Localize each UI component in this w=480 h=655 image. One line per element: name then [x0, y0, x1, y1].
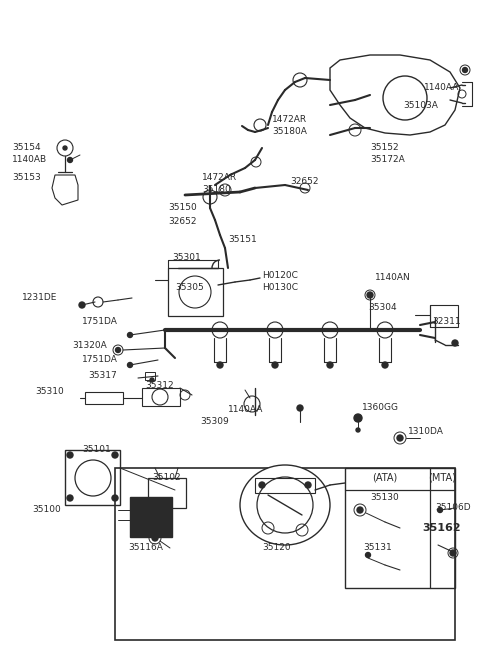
Bar	[148, 478, 186, 508]
Circle shape	[128, 362, 132, 367]
Circle shape	[463, 67, 468, 73]
Bar	[115, 468, 455, 640]
Text: 35162: 35162	[423, 523, 461, 533]
Text: H0120C: H0120C	[262, 271, 298, 280]
Text: 1140AN: 1140AN	[375, 274, 411, 282]
Circle shape	[365, 553, 371, 557]
Circle shape	[382, 362, 388, 368]
Circle shape	[259, 482, 265, 488]
Circle shape	[305, 482, 311, 488]
Text: 32652: 32652	[168, 217, 196, 227]
Bar	[142, 388, 180, 406]
Circle shape	[357, 507, 363, 513]
Text: 35310: 35310	[35, 388, 64, 396]
Text: 35304: 35304	[368, 303, 396, 312]
Text: 35305: 35305	[175, 284, 204, 293]
Text: 35180: 35180	[202, 185, 231, 195]
Bar	[65, 450, 120, 505]
Text: 1751DA: 1751DA	[82, 318, 118, 326]
Circle shape	[437, 508, 443, 512]
Bar	[85, 392, 123, 404]
Bar	[130, 497, 172, 537]
Text: 35309: 35309	[200, 417, 229, 426]
Text: 35180A: 35180A	[272, 128, 307, 136]
Text: 35172A: 35172A	[370, 155, 405, 164]
Text: 1472AR: 1472AR	[202, 174, 237, 183]
Circle shape	[272, 362, 278, 368]
Text: 35116A: 35116A	[128, 544, 163, 553]
Circle shape	[68, 157, 72, 162]
Circle shape	[297, 405, 303, 411]
Circle shape	[112, 495, 118, 501]
Text: 35150: 35150	[168, 204, 197, 212]
Bar	[255, 478, 315, 493]
Text: 35102: 35102	[152, 474, 180, 483]
Circle shape	[152, 535, 158, 541]
Text: H0130C: H0130C	[262, 284, 298, 293]
Text: 35103A: 35103A	[403, 100, 438, 109]
Bar	[168, 268, 223, 316]
Text: 35151: 35151	[228, 236, 257, 244]
Text: 35100: 35100	[32, 506, 61, 514]
Text: 1360GG: 1360GG	[362, 403, 399, 413]
Text: 1140AA: 1140AA	[424, 83, 459, 92]
Text: (ATA): (ATA)	[372, 473, 397, 483]
Text: 32652: 32652	[290, 178, 319, 187]
Text: 35131: 35131	[364, 544, 392, 553]
Text: 1231DE: 1231DE	[22, 293, 58, 303]
Text: 1140AB: 1140AB	[12, 155, 47, 164]
Circle shape	[450, 550, 456, 556]
Text: 35101: 35101	[82, 445, 111, 455]
Text: 35152: 35152	[370, 143, 398, 153]
Text: 35317: 35317	[88, 371, 117, 379]
Circle shape	[356, 428, 360, 432]
Circle shape	[217, 362, 223, 368]
Text: 35154: 35154	[12, 143, 41, 153]
Bar	[345, 468, 455, 588]
Circle shape	[63, 146, 67, 150]
Circle shape	[327, 362, 333, 368]
Circle shape	[128, 333, 132, 337]
Circle shape	[452, 340, 458, 346]
Text: 35106D: 35106D	[435, 504, 470, 512]
Circle shape	[67, 452, 73, 458]
Ellipse shape	[240, 465, 330, 545]
Circle shape	[67, 495, 73, 501]
Text: 31320A: 31320A	[72, 341, 107, 350]
Text: 1472AR: 1472AR	[272, 115, 307, 124]
Text: 1751DA: 1751DA	[82, 356, 118, 364]
Text: 32311: 32311	[432, 318, 461, 326]
Bar	[145, 372, 155, 380]
Circle shape	[112, 452, 118, 458]
Text: 35312: 35312	[145, 381, 174, 390]
Bar	[430, 305, 458, 327]
Circle shape	[367, 292, 373, 298]
Circle shape	[397, 435, 403, 441]
Circle shape	[116, 348, 120, 352]
Text: 1310DA: 1310DA	[408, 428, 444, 436]
Circle shape	[150, 378, 154, 382]
Text: (MTA): (MTA)	[428, 473, 456, 483]
Text: 35120: 35120	[262, 544, 290, 553]
Circle shape	[79, 302, 85, 308]
Text: 35301: 35301	[172, 253, 201, 263]
Text: 35130: 35130	[371, 493, 399, 502]
Text: 35153: 35153	[12, 174, 41, 183]
Circle shape	[354, 414, 362, 422]
Text: 1140AA: 1140AA	[228, 405, 264, 415]
